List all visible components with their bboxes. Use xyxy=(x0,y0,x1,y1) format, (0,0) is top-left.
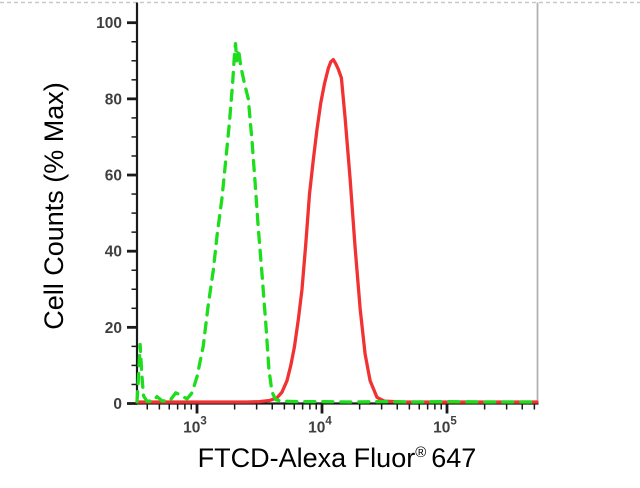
x-axis-title-text: FTCD-Alexa Fluor xyxy=(197,443,416,473)
y-tick-label: 40 xyxy=(105,244,122,261)
green-dashed-curve xyxy=(135,41,539,404)
y-tick-label: 20 xyxy=(105,320,122,337)
y-tick-label: 60 xyxy=(105,168,122,185)
x-axis-title: FTCD-Alexa Fluor® 647 xyxy=(137,443,537,474)
y-tick-label: 100 xyxy=(96,15,122,32)
y-tick-label: 80 xyxy=(105,91,122,108)
x-tick-label: 105 xyxy=(433,416,457,437)
red-solid-curve xyxy=(135,57,539,404)
x-axis-title-suffix: 647 xyxy=(431,443,477,473)
registered-trademark-symbol: ® xyxy=(415,444,427,461)
x-tick-label: 103 xyxy=(183,416,207,437)
x-tick-label: 104 xyxy=(308,416,332,437)
y-tick-label: 0 xyxy=(113,396,122,413)
y-axis-title: Cell Counts (% Max) xyxy=(39,82,69,330)
